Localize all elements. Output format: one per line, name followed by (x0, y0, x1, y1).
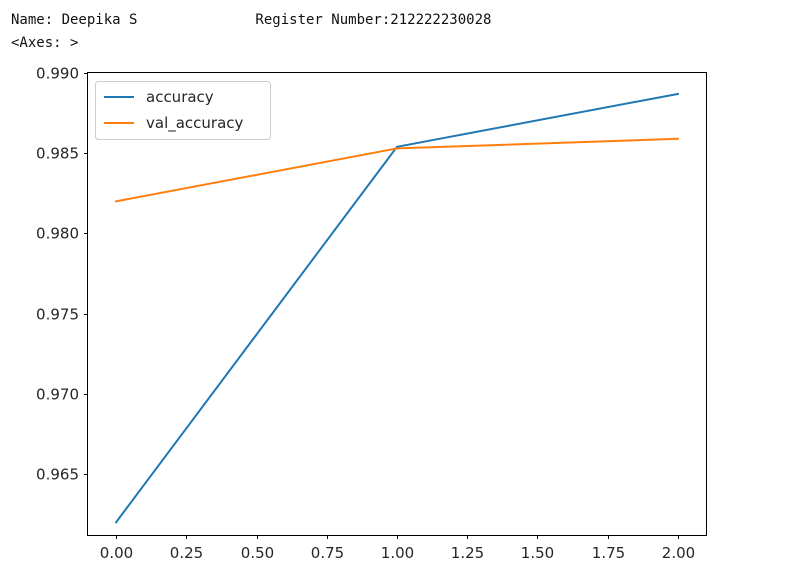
y-tick-label: 0.990 (36, 65, 79, 83)
x-tick-label: 0.50 (241, 544, 274, 562)
x-tick-label: 1.50 (521, 544, 554, 562)
legend-box (95, 81, 271, 140)
legend-label: val_accuracy (146, 114, 244, 133)
series-line-val-accuracy (114, 137, 679, 203)
console-output-name-line: Name: Deepika S Register Number:21222223… (11, 12, 492, 28)
x-tick-label: 2.00 (662, 544, 695, 562)
x-tick-label: 1.25 (451, 544, 484, 562)
y-tick-label: 0.970 (36, 386, 79, 404)
y-axis: 0.965 0.970 0.975 0.980 0.985 0.990 (36, 65, 88, 484)
x-axis: 0.00 0.25 0.50 0.75 1.00 1.25 1.50 1.75 2.00 (100, 535, 695, 562)
x-tick-label: 0.25 (170, 544, 203, 562)
x-tick-label: 1.00 (381, 544, 414, 562)
legend: accuracy val_accuracy (95, 81, 271, 140)
y-tick-label: 0.985 (36, 145, 79, 163)
x-tick-label: 0.75 (311, 544, 344, 562)
axes-frame (87, 72, 707, 536)
legend-label: accuracy (146, 88, 214, 106)
y-tick-label: 0.980 (36, 225, 79, 243)
y-tick-label: 0.965 (36, 466, 79, 484)
x-tick-label: 0.00 (100, 544, 133, 562)
console-output-axes-repr: <Axes: > (11, 35, 79, 51)
series-layer (114, 92, 680, 524)
x-tick-label: 1.75 (592, 544, 625, 562)
series-line-accuracy (114, 92, 680, 524)
y-tick-label: 0.975 (36, 306, 79, 324)
